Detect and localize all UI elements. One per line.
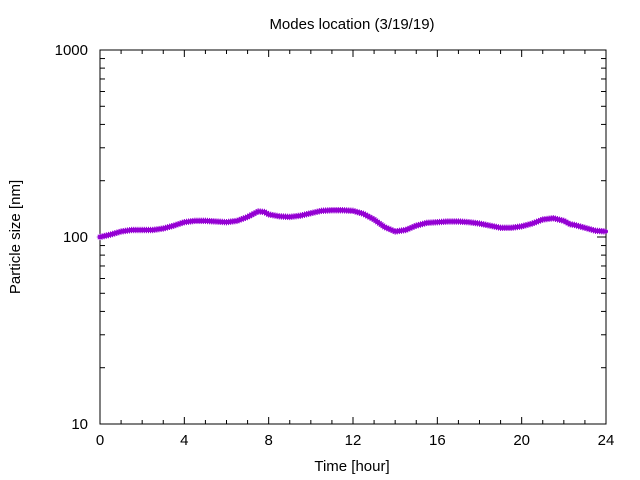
- x-axis-label: Time [hour]: [314, 458, 389, 475]
- y-tick-label: 10: [71, 416, 88, 433]
- chart-title: Modes location (3/19/19): [269, 16, 434, 33]
- y-tick-label: 100: [63, 229, 88, 246]
- x-tick-labels: 0 4 8 12 16 20 24: [96, 432, 615, 449]
- y-tick-labels: 10 100 1000: [55, 42, 88, 433]
- x-tick-label: 0: [96, 432, 104, 449]
- x-tick-label: 4: [180, 432, 188, 449]
- y-tick-label: 1000: [55, 42, 88, 59]
- major-ticks: [99, 49, 607, 425]
- x-tick-label: 20: [513, 432, 530, 449]
- data-point: [238, 216, 245, 223]
- x-tick-label: 24: [598, 432, 615, 449]
- y-axis-label: Particle size [nm]: [7, 180, 24, 294]
- data-point: [600, 228, 608, 235]
- data-point: [246, 212, 253, 220]
- series-group: [96, 207, 608, 241]
- plot-frame: [99, 49, 607, 425]
- x-tick-label: 12: [345, 432, 362, 449]
- x-tick-label: 16: [429, 432, 446, 449]
- minor-ticks: [100, 50, 606, 424]
- x-tick-label: 8: [264, 432, 272, 449]
